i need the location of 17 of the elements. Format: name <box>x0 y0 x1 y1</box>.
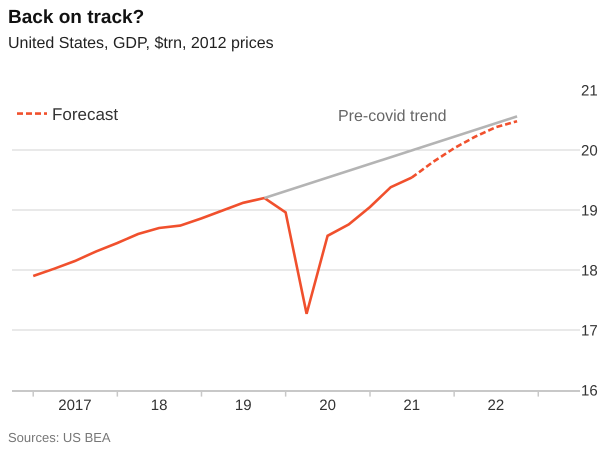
legend-label: Forecast <box>52 105 118 124</box>
y-tick-label: 18 <box>581 262 598 280</box>
annotation: Pre-covid trend <box>338 108 446 125</box>
x-tick-label: 20 <box>319 396 336 414</box>
x-tick-label: 2017 <box>58 396 92 414</box>
x-tick-label: 19 <box>234 396 252 414</box>
y-tick-label: 19 <box>581 202 598 220</box>
x-tick-label: 22 <box>488 396 504 414</box>
y-tick-label: 20 <box>581 142 598 160</box>
chart-title: Back on track? <box>8 7 144 28</box>
x-tick-label: 18 <box>150 396 168 414</box>
chart-subtitle: United States, GDP, $trn, 2012 prices <box>8 35 274 52</box>
y-tick-label: 17 <box>581 322 598 340</box>
source-note: Sources: US BEA <box>8 430 111 445</box>
x-tick-label: 21 <box>403 396 420 414</box>
y-tick-label: 16 <box>581 382 598 400</box>
y-tick-label: 21 <box>581 82 598 100</box>
